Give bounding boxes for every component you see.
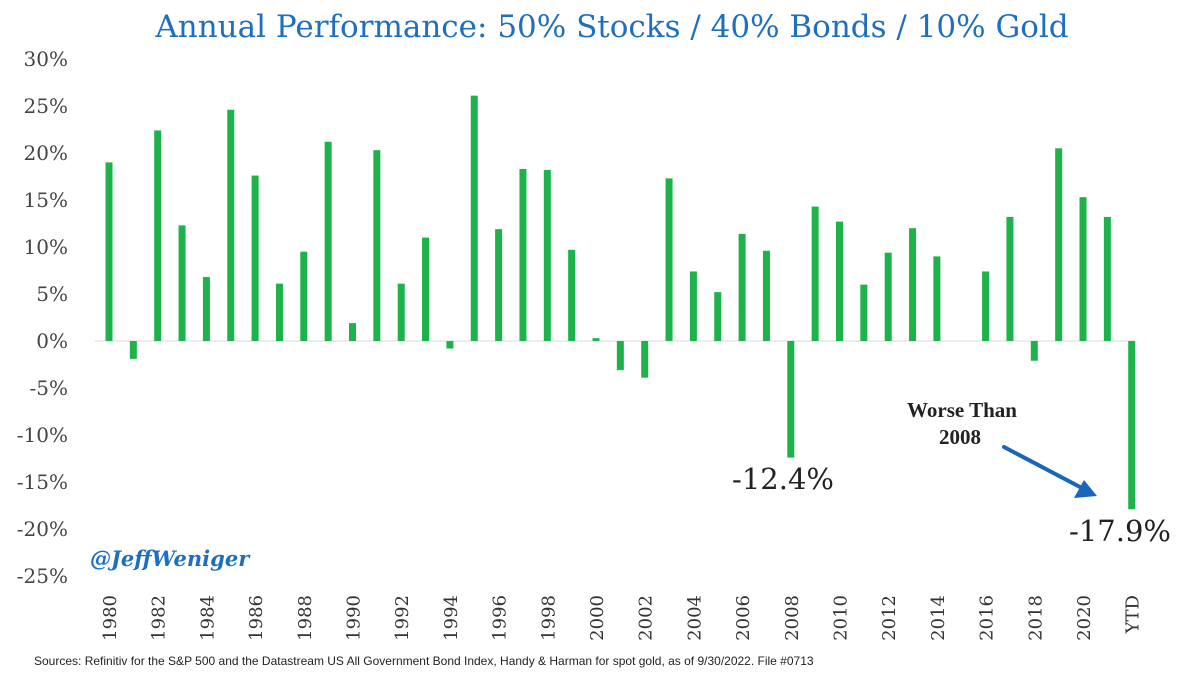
x-tick-label: 2010 — [831, 595, 852, 641]
x-tick-label: 2006 — [733, 595, 754, 641]
bar-2011 — [860, 284, 868, 341]
annotation-arrow — [1002, 445, 1097, 498]
bar-1986 — [251, 175, 259, 341]
bar-YTD — [1128, 341, 1136, 510]
x-tick-label: 2014 — [928, 595, 949, 641]
bar-2007 — [762, 250, 770, 341]
bar-1993 — [422, 237, 430, 341]
x-tick-label: 2020 — [1074, 595, 1095, 641]
y-axis-ticks: 30% 25% 20% 15% 10% 5% 0% -5% -10% -15% -20% -25% — [17, 47, 68, 588]
bar-2006 — [738, 233, 746, 341]
y-tick-label: 10% — [24, 235, 68, 259]
x-tick-label: 2018 — [1025, 595, 1046, 641]
bar-2003 — [665, 178, 673, 341]
y-tick-label: 25% — [24, 94, 68, 118]
bar-2017 — [1006, 216, 1014, 341]
bar-1994 — [446, 341, 454, 349]
x-tick-label: 2002 — [636, 595, 657, 641]
y-tick-label: 0% — [36, 329, 68, 353]
bar-2001 — [616, 341, 624, 371]
bar-2000 — [592, 338, 600, 341]
x-tick-label: 1982 — [149, 595, 170, 641]
bar-2020 — [1079, 197, 1087, 341]
y-tick-label: -5% — [30, 376, 69, 400]
bar-1984 — [202, 277, 210, 341]
bar-2019 — [1055, 148, 1063, 341]
x-axis-ticks: 1980 1982 1984 1986 1988 1990 1992 1994 1996 1998… — [100, 595, 1144, 641]
y-tick-label: -25% — [17, 564, 68, 588]
bar-1990 — [349, 323, 356, 341]
bar-2004 — [689, 271, 697, 341]
y-tick-label: 15% — [24, 188, 68, 212]
bar-2002 — [641, 341, 649, 378]
bar-1997 — [519, 168, 527, 341]
x-tick-label: 1994 — [441, 595, 462, 641]
bar-1989 — [324, 141, 332, 341]
x-tick-label: 1992 — [392, 595, 413, 641]
bar-1981 — [129, 341, 137, 359]
bar-2013 — [909, 228, 917, 341]
y-tick-label: 30% — [24, 47, 68, 71]
x-tick-label: 1980 — [100, 595, 121, 641]
bar-1992 — [397, 283, 405, 341]
bar-1995 — [470, 95, 478, 341]
source-note: Sources: Refinitiv for the S&P 500 and t… — [34, 654, 814, 668]
bar-2005 — [714, 292, 722, 341]
bar-1980 — [105, 162, 113, 341]
bar-2009 — [811, 206, 819, 341]
x-tick-label: 1984 — [197, 595, 218, 641]
bars-group — [105, 95, 1136, 510]
x-tick-label: 1988 — [295, 595, 316, 641]
bar-1983 — [178, 225, 186, 341]
x-tick-label: 1998 — [538, 595, 559, 641]
bar-1996 — [495, 229, 503, 341]
bar-1998 — [543, 169, 551, 341]
bar-1985 — [227, 109, 235, 341]
bar-1982 — [154, 130, 162, 341]
annotation-note-line1: Worse Than — [907, 398, 1017, 422]
x-tick-label: 1990 — [344, 595, 365, 641]
author-handle: @JeffWeniger — [90, 546, 251, 571]
bar-2018 — [1030, 341, 1038, 361]
x-tick-label: 2012 — [879, 595, 900, 641]
y-tick-label: -10% — [17, 423, 68, 447]
bar-1987 — [275, 283, 283, 341]
arrow-head — [1074, 480, 1097, 498]
y-tick-label: -15% — [17, 470, 68, 494]
x-tick-label: 2000 — [587, 595, 608, 641]
x-tick-label: 2016 — [977, 595, 998, 641]
x-tick-label: 2008 — [782, 595, 803, 641]
bar-2012 — [884, 252, 892, 341]
x-tick-label: 1986 — [246, 595, 267, 641]
x-tick-label: 2004 — [684, 595, 705, 641]
bar-2008 — [787, 341, 795, 458]
arrow-shaft — [1002, 445, 1082, 489]
annotation-value-2008: -12.4% — [732, 462, 834, 496]
y-tick-label: 20% — [24, 141, 68, 165]
x-tick-label: YTD — [1123, 595, 1144, 634]
annotation-value-ytd: -17.9% — [1069, 514, 1171, 548]
bar-1988 — [300, 251, 308, 341]
bar-2014 — [933, 256, 941, 341]
bar-2021 — [1103, 216, 1111, 341]
bar-1991 — [373, 150, 381, 341]
bar-2016 — [982, 271, 990, 341]
x-tick-label: 1996 — [490, 595, 511, 641]
annotation-note-line2: 2008 — [939, 425, 981, 449]
bar-2010 — [836, 221, 843, 341]
chart-title: Annual Performance: 50% Stocks / 40% Bon… — [154, 9, 1068, 45]
y-tick-label: 5% — [36, 282, 68, 306]
y-tick-label: -20% — [17, 517, 68, 541]
bar-1999 — [568, 249, 576, 341]
